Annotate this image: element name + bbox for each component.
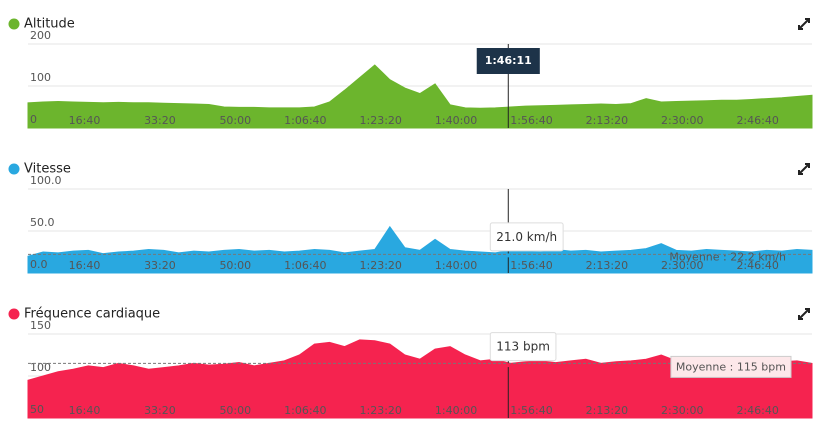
x-tick-label: 1:06:40 [284,114,326,127]
x-tick-label: 2:13:20 [586,404,628,417]
x-tick-label: 1:40:00 [435,259,477,272]
cursor-box [476,48,540,74]
expand-icon [798,163,810,175]
tooltip-box [489,222,564,252]
x-tick-label: 1:56:40 [510,259,552,272]
x-tick-label: 2:13:20 [586,259,628,272]
x-tick-label: 1:56:40 [510,404,552,417]
x-tick-label: 2:13:20 [586,114,628,127]
x-tick-label: 16:40 [69,114,101,127]
cursor-label: 1:46:11 [485,54,532,67]
chart-title: Fréquence cardiaque [24,307,160,322]
y-tick-label: 100.0 [30,174,62,187]
expand-icon [798,18,810,30]
y-tick-label: 100 [30,71,51,84]
chart-title: Vitesse [24,162,71,177]
x-tick-label: 1:23:20 [360,259,402,272]
x-tick-label: 1:40:00 [435,404,477,417]
legend-dot [8,163,20,175]
legend-dot [8,18,20,30]
x-tick-label: 2:46:40 [736,259,778,272]
y-tick-label: 50.0 [30,216,55,229]
tooltip-label: 113 bpm [496,340,550,354]
y-tick-label: 100 [30,361,51,374]
y-tick-label: 50 [30,403,44,416]
y-tick-label: 0 [30,113,37,126]
expand-icon [798,308,810,320]
tooltip-box [489,332,557,362]
x-tick-label: 2:30:00 [661,114,703,127]
y-tick-label: 150 [30,319,51,332]
x-tick-label: 1:23:20 [360,404,402,417]
tooltip-point [506,363,511,368]
x-tick-label: 1:56:40 [510,114,552,127]
x-tick-label: 2:30:00 [661,259,703,272]
x-tick-label: 50:00 [219,404,251,417]
area [27,225,813,274]
x-tick-label: 1:06:40 [284,259,326,272]
x-tick-label: 16:40 [69,404,101,417]
chart-title: Altitude [24,17,75,32]
x-tick-label: 33:20 [144,404,176,417]
average-label: Moyenne : 22.2 km/h [669,250,786,263]
y-tick-label: 0.0 [30,258,48,271]
x-tick-label: 33:20 [144,114,176,127]
x-tick-label: 2:30:00 [661,404,703,417]
x-tick-label: 1:06:40 [284,404,326,417]
tooltip-label: 21.0 km/h [496,230,557,244]
x-tick-label: 2:46:40 [736,404,778,417]
y-tick-label: 200 [30,29,51,42]
x-tick-label: 50:00 [219,259,251,272]
x-tick-label: 33:20 [144,259,176,272]
x-tick-label: 1:40:00 [435,114,477,127]
tooltip-point [506,253,511,258]
legend-dot [8,308,20,320]
x-tick-label: 50:00 [219,114,251,127]
average-label: Moyenne : 115 bpm [676,360,786,373]
x-tick-label: 16:40 [69,259,101,272]
area [27,64,813,129]
average-box [670,355,792,378]
x-tick-label: 1:23:20 [360,114,402,127]
x-tick-label: 2:46:40 [736,114,778,127]
